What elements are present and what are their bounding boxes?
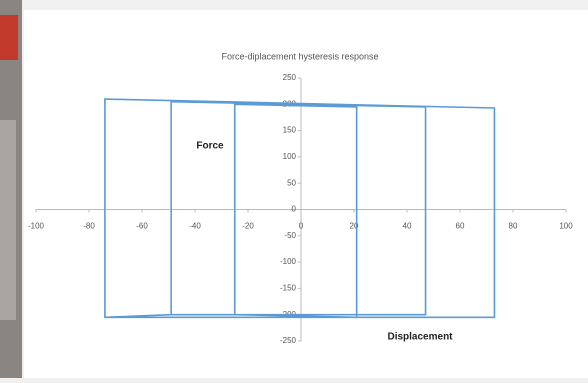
chart-panel bbox=[24, 10, 588, 378]
y-tick-label: 100 bbox=[283, 152, 297, 161]
y-tick-label: 250 bbox=[283, 73, 297, 82]
y-tick-label: 0 bbox=[292, 205, 297, 214]
x-tick-label: -100 bbox=[28, 222, 45, 231]
y-axis-label: Force bbox=[196, 141, 224, 152]
x-tick-label: -20 bbox=[242, 222, 254, 231]
x-tick-label: 100 bbox=[559, 222, 573, 231]
x-tick-label: -40 bbox=[189, 222, 201, 231]
photo-detail bbox=[0, 15, 18, 60]
x-tick-label: -60 bbox=[136, 222, 148, 231]
x-axis-label: Displacement bbox=[387, 332, 453, 343]
x-tick-label: 20 bbox=[350, 222, 359, 231]
x-tick-label: 0 bbox=[299, 222, 304, 231]
chart-title: Force-diplacement hysteresis response bbox=[221, 51, 378, 61]
x-tick-label: 40 bbox=[403, 222, 412, 231]
x-tick-label: -80 bbox=[83, 222, 95, 231]
y-tick-label: -100 bbox=[280, 257, 297, 266]
x-tick-label: 80 bbox=[509, 222, 518, 231]
y-tick-label: -150 bbox=[280, 284, 297, 293]
y-tick-label: -250 bbox=[280, 336, 297, 345]
x-tick-label: 60 bbox=[456, 222, 465, 231]
hysteresis-line bbox=[104, 98, 496, 319]
y-tick-label: 50 bbox=[287, 178, 296, 187]
y-tick-label: 150 bbox=[283, 126, 297, 135]
y-tick-label: -50 bbox=[284, 231, 296, 240]
photo-detail bbox=[0, 120, 16, 320]
